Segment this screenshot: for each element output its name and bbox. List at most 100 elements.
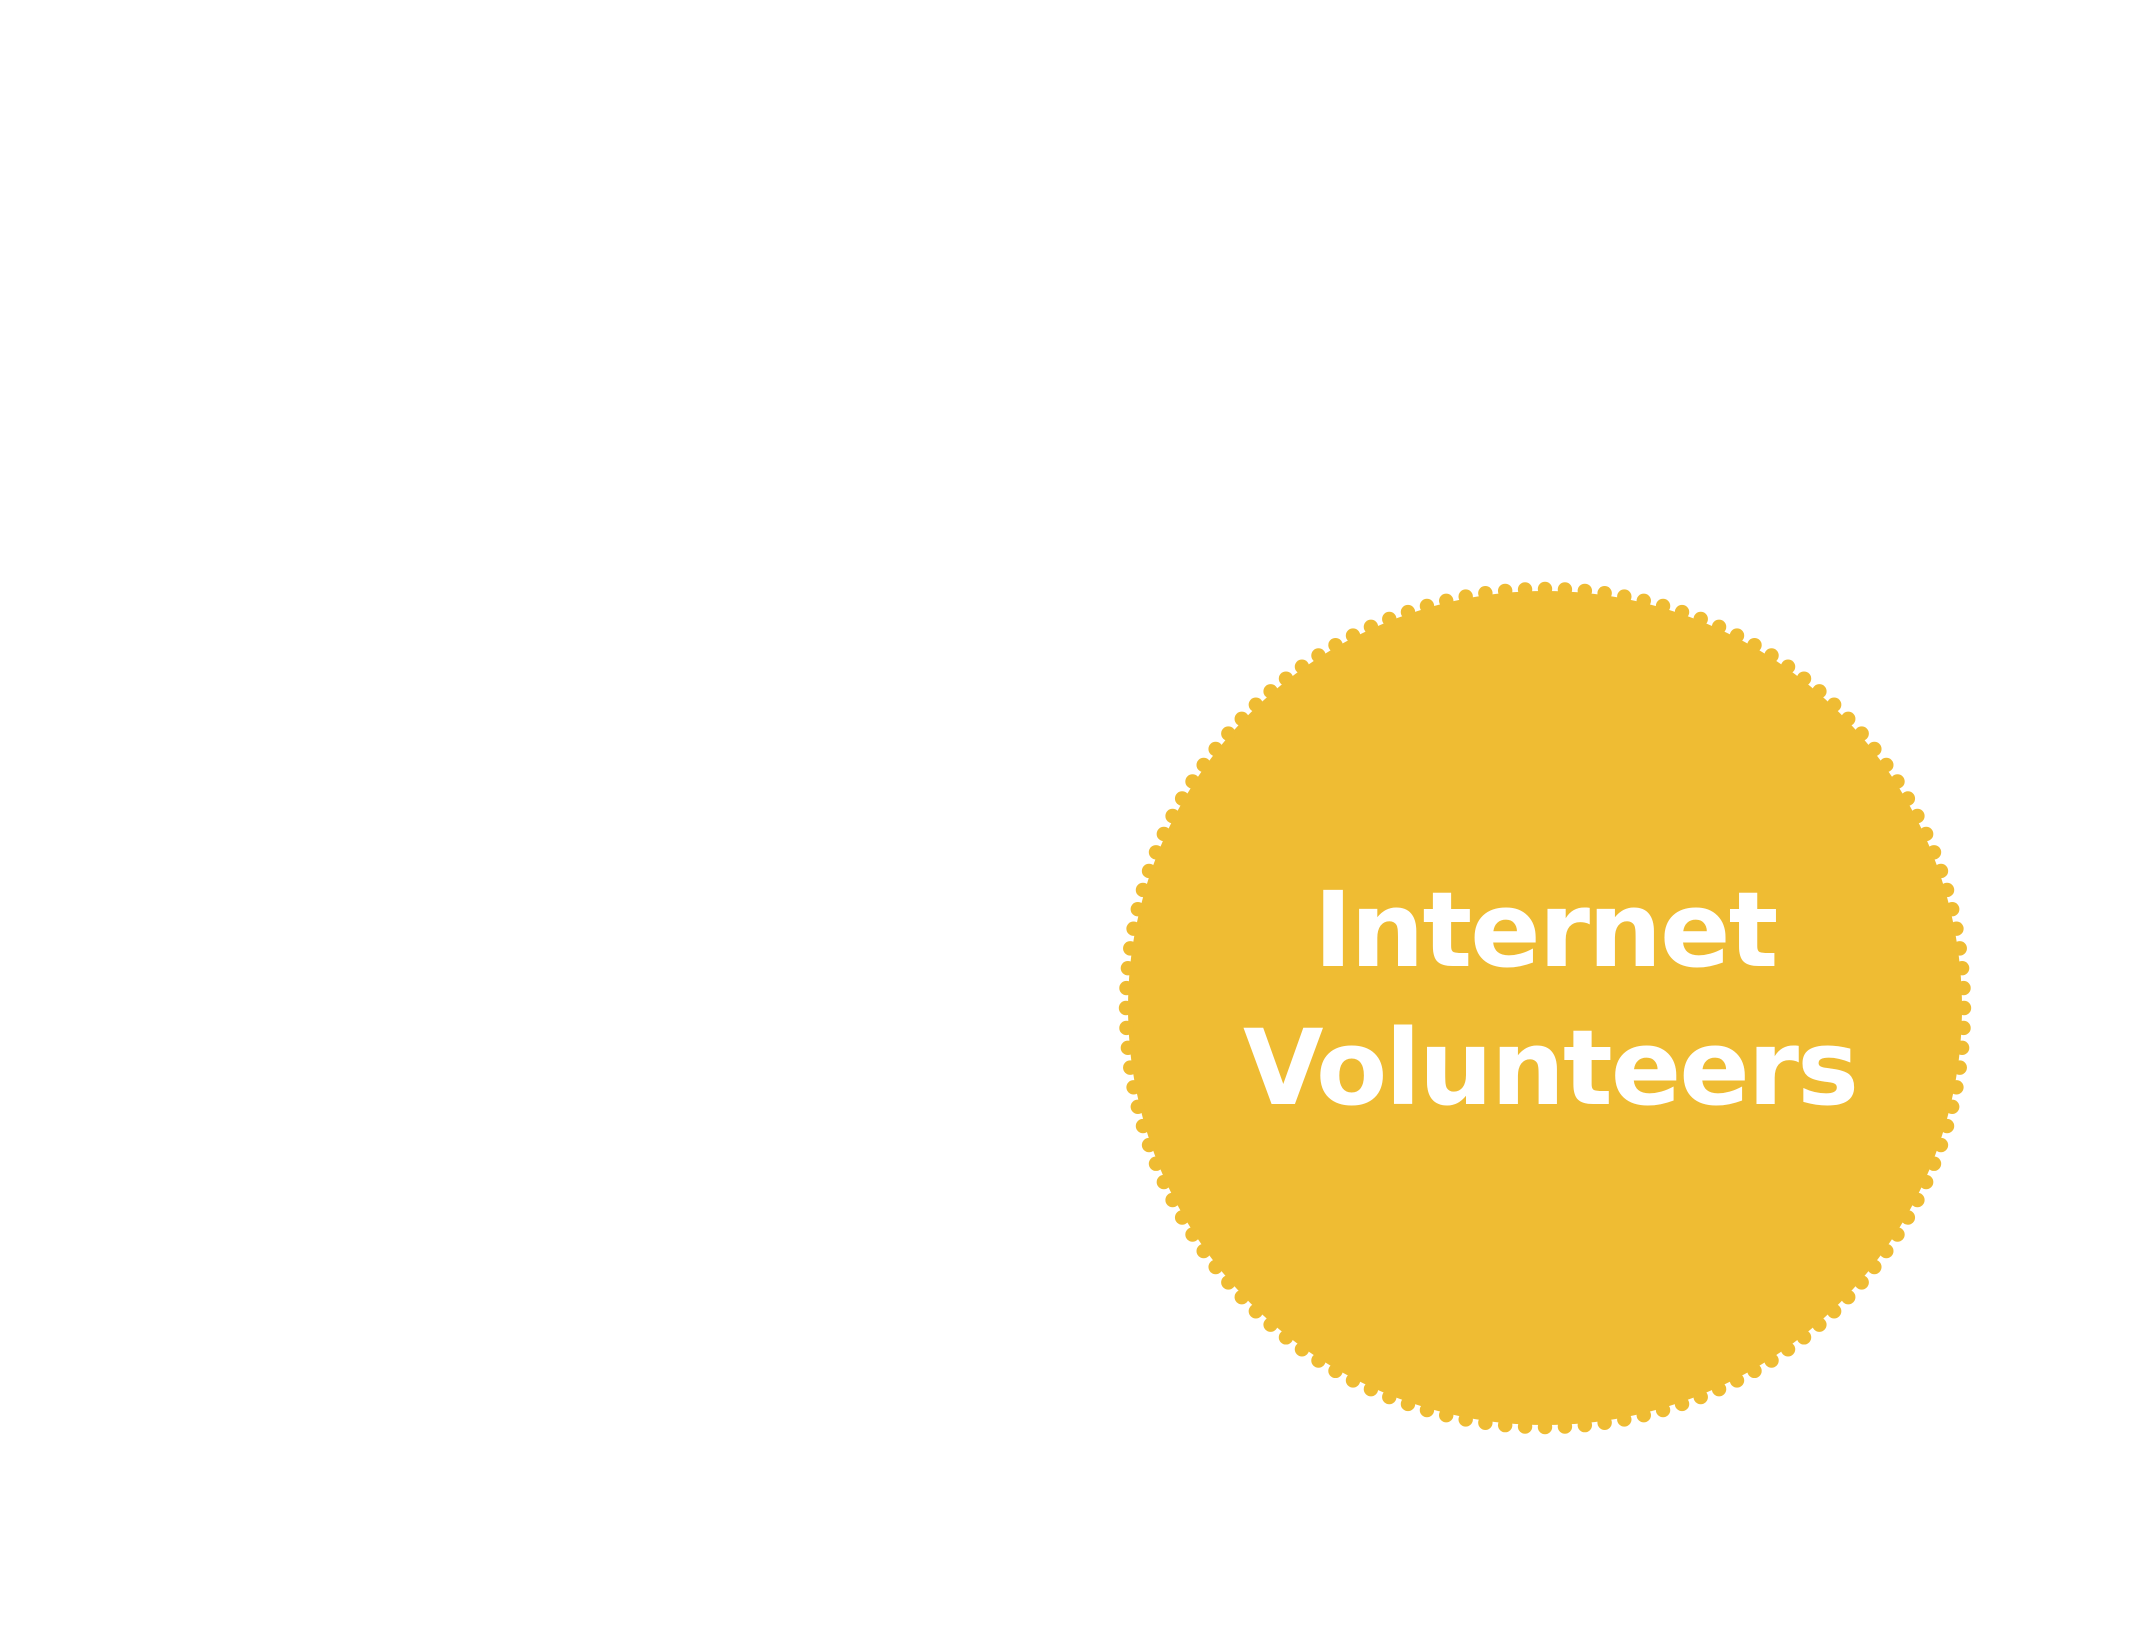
seal-edge-scallop (1458, 1412, 1473, 1427)
seal-edge-scallop (1900, 1210, 1916, 1225)
seal-edge-scallop (1841, 1289, 1856, 1305)
seal-edge-scallop (1890, 1227, 1905, 1242)
seal-edge-scallop (1185, 774, 1200, 789)
seal-edge-scallop (1208, 741, 1223, 757)
seal-edge-scallop (1933, 1137, 1949, 1153)
seal-edge-scallop (1890, 774, 1905, 789)
internet-volunteers-badge: Internet Volunteers (1115, 578, 1975, 1438)
seal-edge-scallop (1118, 1000, 1134, 1016)
seal-edge-scallop (1135, 1118, 1151, 1134)
seal-edge-scallop (1841, 711, 1856, 727)
seal-edge-scallop (1910, 808, 1925, 824)
seal-edge-scallop (1400, 604, 1416, 620)
seal-edge-scallop (1345, 628, 1361, 643)
seal-edge-scallop (1900, 791, 1916, 806)
seal-edge-scallop (1729, 1373, 1745, 1388)
seal-edge-scallop (1674, 604, 1690, 620)
seal-edge-scallop (1363, 1381, 1379, 1397)
seal-edge-scallop (1123, 941, 1138, 956)
seal-edge-scallop (1537, 1419, 1553, 1435)
seal-edge-scallop (1120, 1040, 1136, 1056)
seal-edge-scallop (1141, 1137, 1157, 1153)
seal-edge-scallop (1933, 863, 1949, 879)
seal-edge-scallop (1165, 808, 1180, 824)
seal-edge-scallop (1954, 1040, 1970, 1056)
seal-edge-scallop (1165, 1192, 1180, 1208)
seal-edge-scallop (1119, 1020, 1134, 1036)
seal-edge-scallop (1597, 586, 1612, 601)
seal-edge-scallop (1221, 1275, 1236, 1290)
seal-edge-scallop (1248, 1304, 1264, 1319)
seal-edge-scallop (1796, 1330, 1812, 1345)
seal-edge-scallop (1867, 741, 1882, 757)
seal-edge-scallop (1944, 1099, 1960, 1114)
seal-edge-scallop (1345, 1373, 1361, 1388)
seal-edge-scallop (1234, 711, 1249, 727)
seal-edge-scallop (1185, 1227, 1200, 1242)
seal-edge-scallop (1812, 1317, 1827, 1332)
seal-edge-scallop (1577, 583, 1593, 599)
seal-edge-scallop (1130, 1099, 1146, 1114)
seal-edge-scallop (1854, 1275, 1869, 1290)
seal-edge-scallop (1156, 1174, 1172, 1190)
seal-edge-scallop (1294, 659, 1310, 674)
seal-edge-scallop (1382, 611, 1397, 627)
seal-edge-scallop (1796, 671, 1812, 686)
seal-edge-scallop (1949, 921, 1964, 936)
seal-edge-scallop (1419, 1402, 1435, 1418)
seal-edge-scallop (1221, 726, 1236, 741)
seal-edge-scallop (1577, 1417, 1593, 1433)
seal-edge-scallop (1174, 791, 1190, 806)
seal-edge-scallop (1952, 1060, 1967, 1075)
seal-edge-scallop (1944, 902, 1960, 917)
seal-edge-scallop (1363, 619, 1379, 635)
seal-edge-scallop (1439, 593, 1454, 609)
seal-edge-scallop (1826, 1304, 1842, 1319)
seal-edge-scallop (1597, 1415, 1612, 1430)
seal-edge-scallop (1130, 902, 1146, 917)
seal-edge-scallop (1926, 1156, 1942, 1171)
seal-edge-scallop (1711, 1381, 1727, 1397)
seal-edge-scallop (1693, 1389, 1708, 1405)
seal-edge-scallop (1120, 960, 1136, 976)
seal-edge-scallop (1747, 637, 1762, 653)
seal-edge-scallop (1939, 1118, 1955, 1134)
seal-edge-scallop (1328, 637, 1343, 653)
seal-edge-scallop (1497, 1417, 1513, 1433)
seal-edge-scallop (1918, 1174, 1934, 1190)
seal-edge-scallop (1311, 1353, 1326, 1368)
seal-edge-scallop (1382, 1389, 1397, 1405)
seal-edge-scallop (1174, 1210, 1190, 1225)
seal-edge-scallop (1617, 589, 1632, 604)
seal-edge-scallop (1278, 671, 1294, 686)
seal-edge-scallop (1655, 598, 1671, 614)
seal-edge-scallop (1126, 921, 1141, 936)
seal-edge-scallop (1439, 1407, 1454, 1423)
seal-edge-scallop (1764, 648, 1779, 663)
seal-edge-scallop (1674, 1396, 1690, 1412)
seal-edge-scallop (1952, 941, 1967, 956)
seal-edge-scallop (1517, 582, 1533, 597)
seal-edge-scallop (1557, 1419, 1573, 1434)
seal-edge-scallop (1764, 1353, 1779, 1368)
seal-edge-scallop (1119, 980, 1134, 996)
seal-edge-scallop (1636, 1407, 1651, 1423)
seal-edge-scallop (1918, 826, 1934, 842)
seal-edge-scallop (1655, 1402, 1671, 1418)
seal-edge-scallop (1939, 882, 1955, 898)
seal-edge-scallop (1729, 628, 1745, 643)
seal-edge-scallop (1537, 581, 1553, 597)
seal-edge-scallop (1497, 583, 1513, 599)
seal-edge-scallop (1826, 697, 1842, 712)
seal-edge-scallop (1711, 619, 1727, 635)
seal-edge-scallop (1910, 1192, 1925, 1208)
seal-edge-scallop (1248, 697, 1264, 712)
seal-edge-scallop (1949, 1080, 1964, 1095)
seal-edge-scallop (1557, 582, 1573, 597)
seal-edge-scallop (1956, 1020, 1971, 1036)
scalloped-seal-shape (1118, 581, 1972, 1435)
seal-edge-scallop (1867, 1259, 1882, 1275)
seal-edge-scallop (1263, 1317, 1278, 1332)
seal-edge-scallop (1148, 845, 1164, 860)
